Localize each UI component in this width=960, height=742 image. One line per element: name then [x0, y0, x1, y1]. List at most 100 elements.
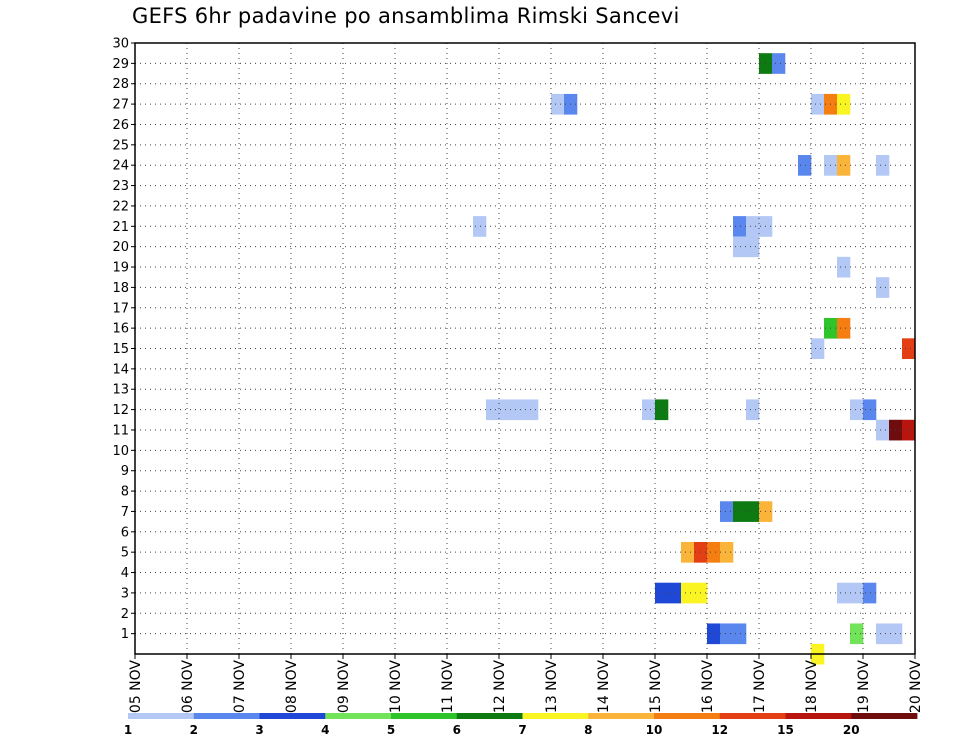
- colorbar-label-6: 6: [453, 723, 461, 737]
- y-tick-label-13: 13: [112, 383, 129, 398]
- y-tick-label-11: 11: [112, 423, 129, 438]
- colorbar-segment-20: [851, 713, 918, 719]
- y-tick-label-1: 1: [121, 627, 129, 642]
- colorbar-label-12: 12: [711, 723, 728, 737]
- y-tick-label-24: 24: [112, 159, 129, 174]
- colorbar-label-5: 5: [387, 723, 395, 737]
- y-tick-label-29: 29: [112, 57, 129, 72]
- precip-cell-m3-s54: [837, 582, 851, 604]
- precip-cell-m1-s57: [876, 623, 890, 645]
- y-tick-label-21: 21: [112, 220, 129, 235]
- y-tick-label-12: 12: [112, 403, 129, 418]
- y-tick-label-3: 3: [121, 586, 129, 601]
- precip-cell-m27-s32: [551, 93, 565, 115]
- y-tick-label-30: 30: [112, 37, 129, 52]
- precip-cell-m7-s47: [746, 501, 760, 522]
- precip-cell-m7-s45: [720, 501, 734, 522]
- x-tick-label-15-NOV: 15 NOV: [648, 660, 664, 714]
- precip-cell-m12-s39: [642, 399, 656, 421]
- y-tick-label-22: 22: [112, 199, 129, 214]
- precip-cell-m12-s40: [655, 399, 669, 421]
- precip-cell-m12-s55: [850, 399, 864, 421]
- precip-cell-m11-s59: [902, 419, 916, 441]
- y-tick-label-27: 27: [112, 98, 129, 113]
- colorbar-label-1: 1: [124, 723, 132, 737]
- colorbar-segment-8: [588, 713, 655, 719]
- colorbar-label-8: 8: [584, 723, 592, 737]
- precip-cell-m12-s27: [486, 399, 500, 421]
- precip-cell-m27-s54: [837, 93, 851, 115]
- precip-cell-m3-s42: [681, 582, 695, 604]
- x-tick-label-12-NOV: 12 NOV: [492, 660, 508, 714]
- x-tick-label-06-NOV: 06 NOV: [180, 660, 196, 714]
- x-tick-label-16-NOV: 16 NOV: [700, 660, 716, 714]
- precip-cell-m12-s47: [746, 399, 760, 421]
- x-tick-label-13-NOV: 13 NOV: [544, 660, 560, 714]
- precip-cell-m5-s44: [707, 541, 721, 563]
- colorbar-label-3: 3: [255, 723, 263, 737]
- precip-cell-m1-s46: [733, 623, 747, 645]
- colorbar-segment-6: [456, 713, 523, 719]
- colorbar-label-2: 2: [190, 723, 198, 737]
- colorbar-segment-4: [325, 713, 392, 719]
- precip-cell-m18-s57: [876, 277, 890, 298]
- precip-cell-m16-s54: [837, 317, 851, 339]
- x-tick-label-20-NOV: 20 NOV: [908, 660, 924, 714]
- precip-cell-m3-s55: [850, 582, 864, 604]
- precip-cell-m19-s54: [837, 256, 851, 278]
- y-tick-label-7: 7: [121, 505, 129, 520]
- grid-lines: [135, 43, 915, 654]
- x-tick-label-18-NOV: 18 NOV: [804, 660, 820, 714]
- x-tick-label-11-NOV: 11 NOV: [440, 660, 456, 714]
- precip-cell-m15-s59: [902, 338, 916, 359]
- precip-cell-m1-s44: [707, 623, 721, 645]
- precip-cell-m3-s56: [863, 582, 877, 604]
- x-tick-label-10-NOV: 10 NOV: [388, 660, 404, 714]
- colorbar-segment-7: [522, 713, 589, 719]
- colorbar: 1 2 3 4 5 6 7 8 10 12 15 20: [124, 713, 918, 737]
- y-tick-label-14: 14: [112, 362, 129, 377]
- y-tick-label-9: 9: [121, 464, 129, 479]
- y-tick-label-18: 18: [112, 281, 129, 296]
- precip-cell-m12-s56: [863, 399, 877, 421]
- y-tick-label-20: 20: [112, 240, 129, 255]
- x-tick-label-19-NOV: 19 NOV: [856, 660, 872, 714]
- precip-cell-m21-s26: [473, 216, 487, 237]
- x-tick-label-14-NOV: 14 NOV: [596, 660, 612, 714]
- colorbar-segment-1: [128, 713, 195, 719]
- y-tick-label-2: 2: [121, 607, 129, 622]
- y-tick-label-28: 28: [112, 77, 129, 92]
- colorbar-segment-5: [391, 713, 458, 719]
- data-cells: [473, 53, 916, 665]
- y-tick-label-16: 16: [112, 322, 129, 337]
- y-tick-label-15: 15: [112, 342, 129, 357]
- colorbar-label-20: 20: [843, 723, 860, 737]
- precip-cell-m12-s29: [512, 399, 526, 421]
- precip-cell-m24-s57: [876, 155, 890, 176]
- colorbar-label-10: 10: [646, 723, 663, 737]
- precip-cell-m24-s54: [837, 155, 851, 176]
- x-axis: 05 NOV 06 NOV 07 NOV 08 NOV 09 NOV 10 NOV 11 N…: [128, 654, 924, 713]
- y-tick-label-17: 17: [112, 301, 129, 316]
- colorbar-segment-15: [785, 713, 852, 719]
- x-tick-label-07-NOV: 07 NOV: [232, 660, 248, 714]
- y-axis: 1234567891011121314151617181920212223242…: [112, 37, 135, 642]
- precip-cell-m12-s30: [525, 399, 539, 421]
- y-tick-label-26: 26: [112, 118, 129, 133]
- precip-cell-m5-s42: [681, 541, 695, 563]
- precip-cell-m5-s45: [720, 541, 734, 563]
- y-tick-label-23: 23: [112, 179, 129, 194]
- x-tick-label-09-NOV: 09 NOV: [336, 660, 352, 714]
- precip-cell-m21-s47: [746, 216, 760, 237]
- precip-cell-m20-s46: [733, 236, 747, 258]
- colorbar-label-4: 4: [321, 723, 329, 737]
- precip-cell-m7-s46: [733, 501, 747, 522]
- y-tick-label-10: 10: [112, 444, 129, 459]
- precip-cell-m15-s52: [811, 338, 825, 359]
- colorbar-segment-3: [259, 713, 326, 719]
- precip-cell-m21-s46: [733, 216, 747, 237]
- x-tick-label-17-NOV: 17 NOV: [752, 660, 768, 714]
- y-tick-label-4: 4: [121, 566, 129, 581]
- y-tick-label-8: 8: [121, 485, 129, 500]
